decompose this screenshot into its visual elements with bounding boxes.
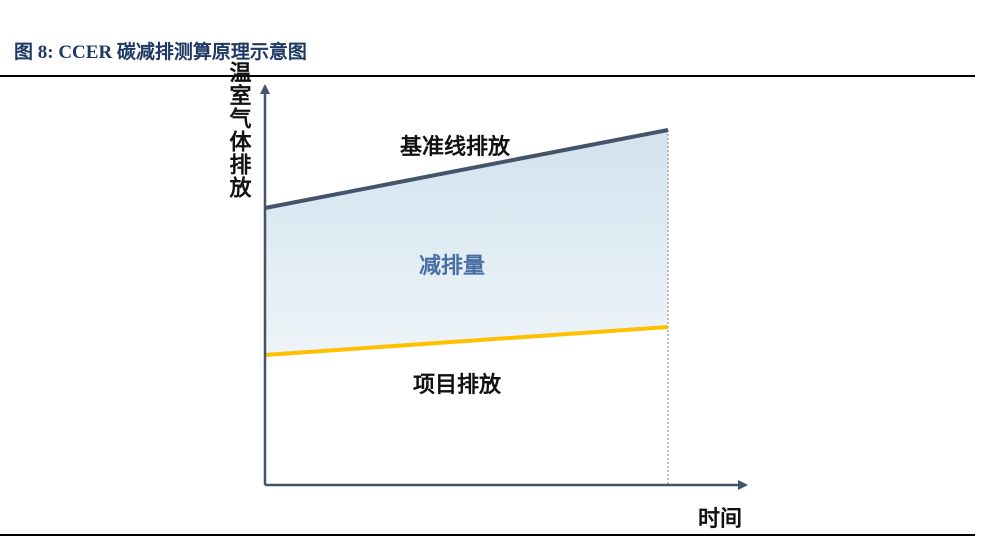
baseline-label: 基准线排放: [400, 134, 511, 160]
project-label: 项目排放: [413, 372, 502, 398]
baseline-line: [264, 128, 669, 210]
x-axis-label: 时间: [698, 507, 742, 532]
reduction-area: [265, 130, 668, 355]
project-line: [264, 325, 669, 357]
title: 图 8: CCER 碳减排测算原理示意图: [14, 40, 307, 63]
y-axis-label: 温室气体排放: [226, 61, 253, 199]
reduction-label: 减排量: [419, 253, 485, 279]
